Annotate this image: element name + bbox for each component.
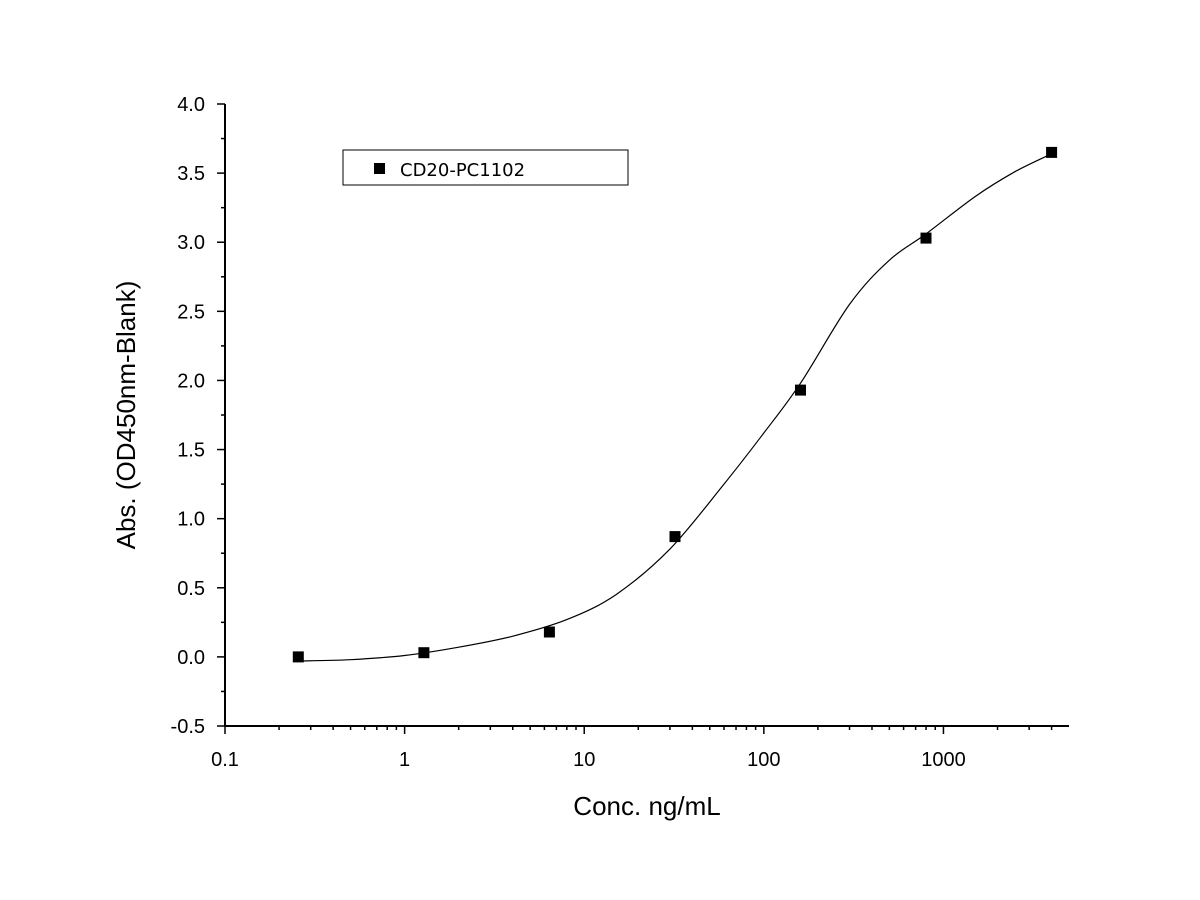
y-tick-label: 2.5 [177, 301, 205, 323]
data-point [418, 647, 430, 659]
y-tick-label: -0.5 [171, 716, 205, 738]
data-point [543, 626, 555, 638]
data-point [920, 232, 932, 244]
data-point [1046, 146, 1058, 158]
y-ticks: -0.5 0.0 0.5 1.0 1.5 2.0 2.5 3.0 3.5 4.0 [171, 94, 225, 738]
y-tick-label: 1.0 [177, 509, 205, 531]
fit-layer [298, 153, 1052, 662]
fit-curve [298, 153, 1052, 662]
y-tick-label: 3.0 [177, 232, 205, 254]
y-tick-label: 4.0 [177, 94, 205, 116]
legend-marker-square-icon [374, 163, 385, 174]
x-tick-label: 1000 [921, 749, 966, 771]
y-tick-label: 2.0 [177, 370, 205, 392]
data-point [795, 384, 806, 396]
x-tick-label: 10 [573, 749, 595, 771]
legend-box [342, 149, 629, 186]
x-axis-title: Conc. ng/mL [573, 791, 720, 821]
x-tick-label: 100 [747, 749, 780, 771]
data-point [292, 651, 304, 663]
marker-layer [292, 146, 1058, 663]
y-tick-label: 0.5 [177, 578, 205, 600]
x-tick-label: 1 [399, 749, 410, 771]
x-tick-label: 0.1 [211, 749, 239, 771]
legend-label: CD20-PC1102 [400, 160, 525, 181]
axes [224, 104, 1069, 727]
y-axis-title: Abs. (OD450nm-Blank) [111, 281, 141, 550]
y-tick-label: 1.5 [177, 440, 205, 462]
data-point [669, 531, 681, 543]
y-tick-label: 0.0 [177, 647, 205, 669]
legend: CD20-PC1102 [342, 149, 629, 186]
x-ticks: 0.1 1 10 100 1000 [211, 726, 1053, 771]
y-tick-label: 3.5 [177, 163, 205, 185]
